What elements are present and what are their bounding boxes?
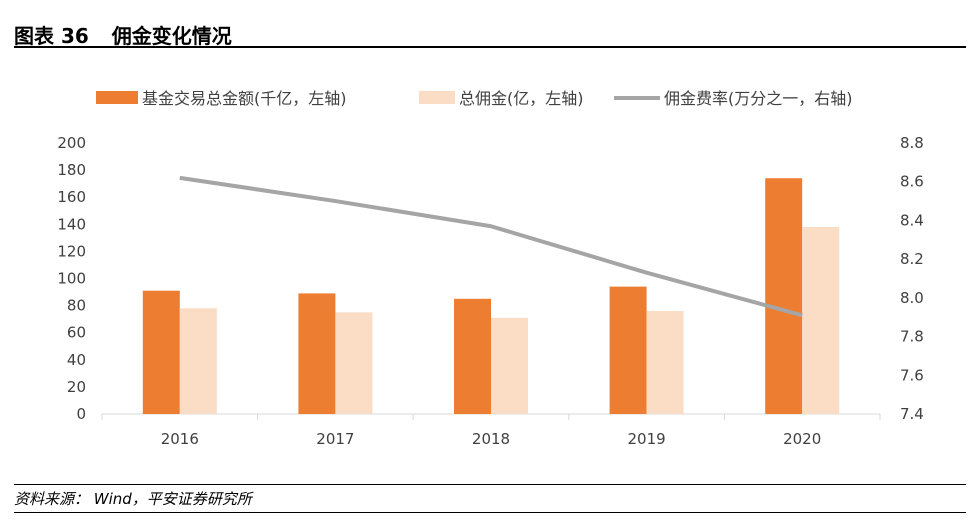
y-left-tick-label: 60: [67, 324, 86, 342]
y-right-tick-label: 8.2: [900, 250, 924, 268]
legend-swatch: [96, 91, 138, 104]
y-left-tick-label: 180: [57, 161, 86, 179]
legend-label: 基金交易总金额(千亿，左轴): [142, 89, 347, 108]
x-tick-label: 2018: [472, 430, 510, 448]
footer-divider-bottom: [14, 512, 966, 513]
y-left-tick-label: 40: [67, 351, 86, 369]
legend-label: 佣金费率(万分之一，右轴): [664, 89, 853, 108]
figure-number: 图表 36: [14, 24, 89, 48]
x-tick-label: 2020: [783, 430, 821, 448]
chart-bars: [142, 178, 840, 414]
bar-series-1: [298, 293, 336, 414]
y-right-tick-label: 7.4: [900, 405, 924, 423]
x-tick-label: 2017: [316, 430, 354, 448]
y-left-tick-label: 120: [57, 242, 86, 260]
chart-line: [179, 175, 803, 318]
y-right-tick-label: 8.4: [900, 211, 924, 229]
y-right-tick-label: 8.0: [900, 289, 924, 307]
bar-series-2: [179, 308, 217, 414]
y-left-tick-label: 200: [57, 134, 86, 152]
y-right-tick-label: 7.6: [900, 366, 924, 384]
y-left-tick-label: 0: [76, 405, 86, 423]
y-right-tick-label: 8.6: [900, 173, 924, 191]
bar-series-1: [609, 286, 647, 414]
chart-axes: 2016 2017 2018 2019 2020 0 20 40 60 80 100 120 140 16…: [57, 134, 924, 448]
chart-legend: 基金交易总金额(千亿，左轴) 总佣金(亿，左轴) 佣金费率(万分之一，右轴): [96, 89, 853, 108]
x-tick-label: 2019: [628, 430, 666, 448]
bar-series-1: [765, 178, 803, 414]
y-left-tick-label: 20: [67, 378, 86, 396]
bar-series-2: [802, 227, 840, 414]
y-left-tick-label: 80: [67, 297, 86, 315]
y-right-tick-label: 7.8: [900, 328, 924, 346]
figure-title: 佣金变化情况: [111, 24, 232, 48]
bar-series-2: [646, 311, 684, 414]
x-tick-label: 2016: [161, 430, 199, 448]
chart: 基金交易总金额(千亿，左轴) 总佣金(亿，左轴) 佣金费率(万分之一，右轴) 201…: [57, 89, 924, 448]
y-right-tick-label: 8.8: [900, 134, 924, 152]
footer-divider: [14, 484, 966, 485]
rate-line: [179, 175, 803, 318]
figure-header: 图表 36 佣金变化情况: [14, 18, 966, 48]
bar-series-1: [142, 290, 180, 414]
bar-series-1: [454, 298, 491, 414]
source-note: 资料来源： Wind，平安证券研究所: [14, 490, 252, 508]
bar-series-2: [335, 312, 373, 414]
y-left-tick-label: 100: [57, 270, 86, 288]
y-left-tick-label: 140: [57, 215, 86, 233]
legend-label: 总佣金(亿，左轴): [459, 89, 584, 108]
y-left-tick-label: 160: [57, 188, 86, 206]
legend-swatch: [419, 91, 455, 104]
bar-series-2: [491, 317, 528, 414]
